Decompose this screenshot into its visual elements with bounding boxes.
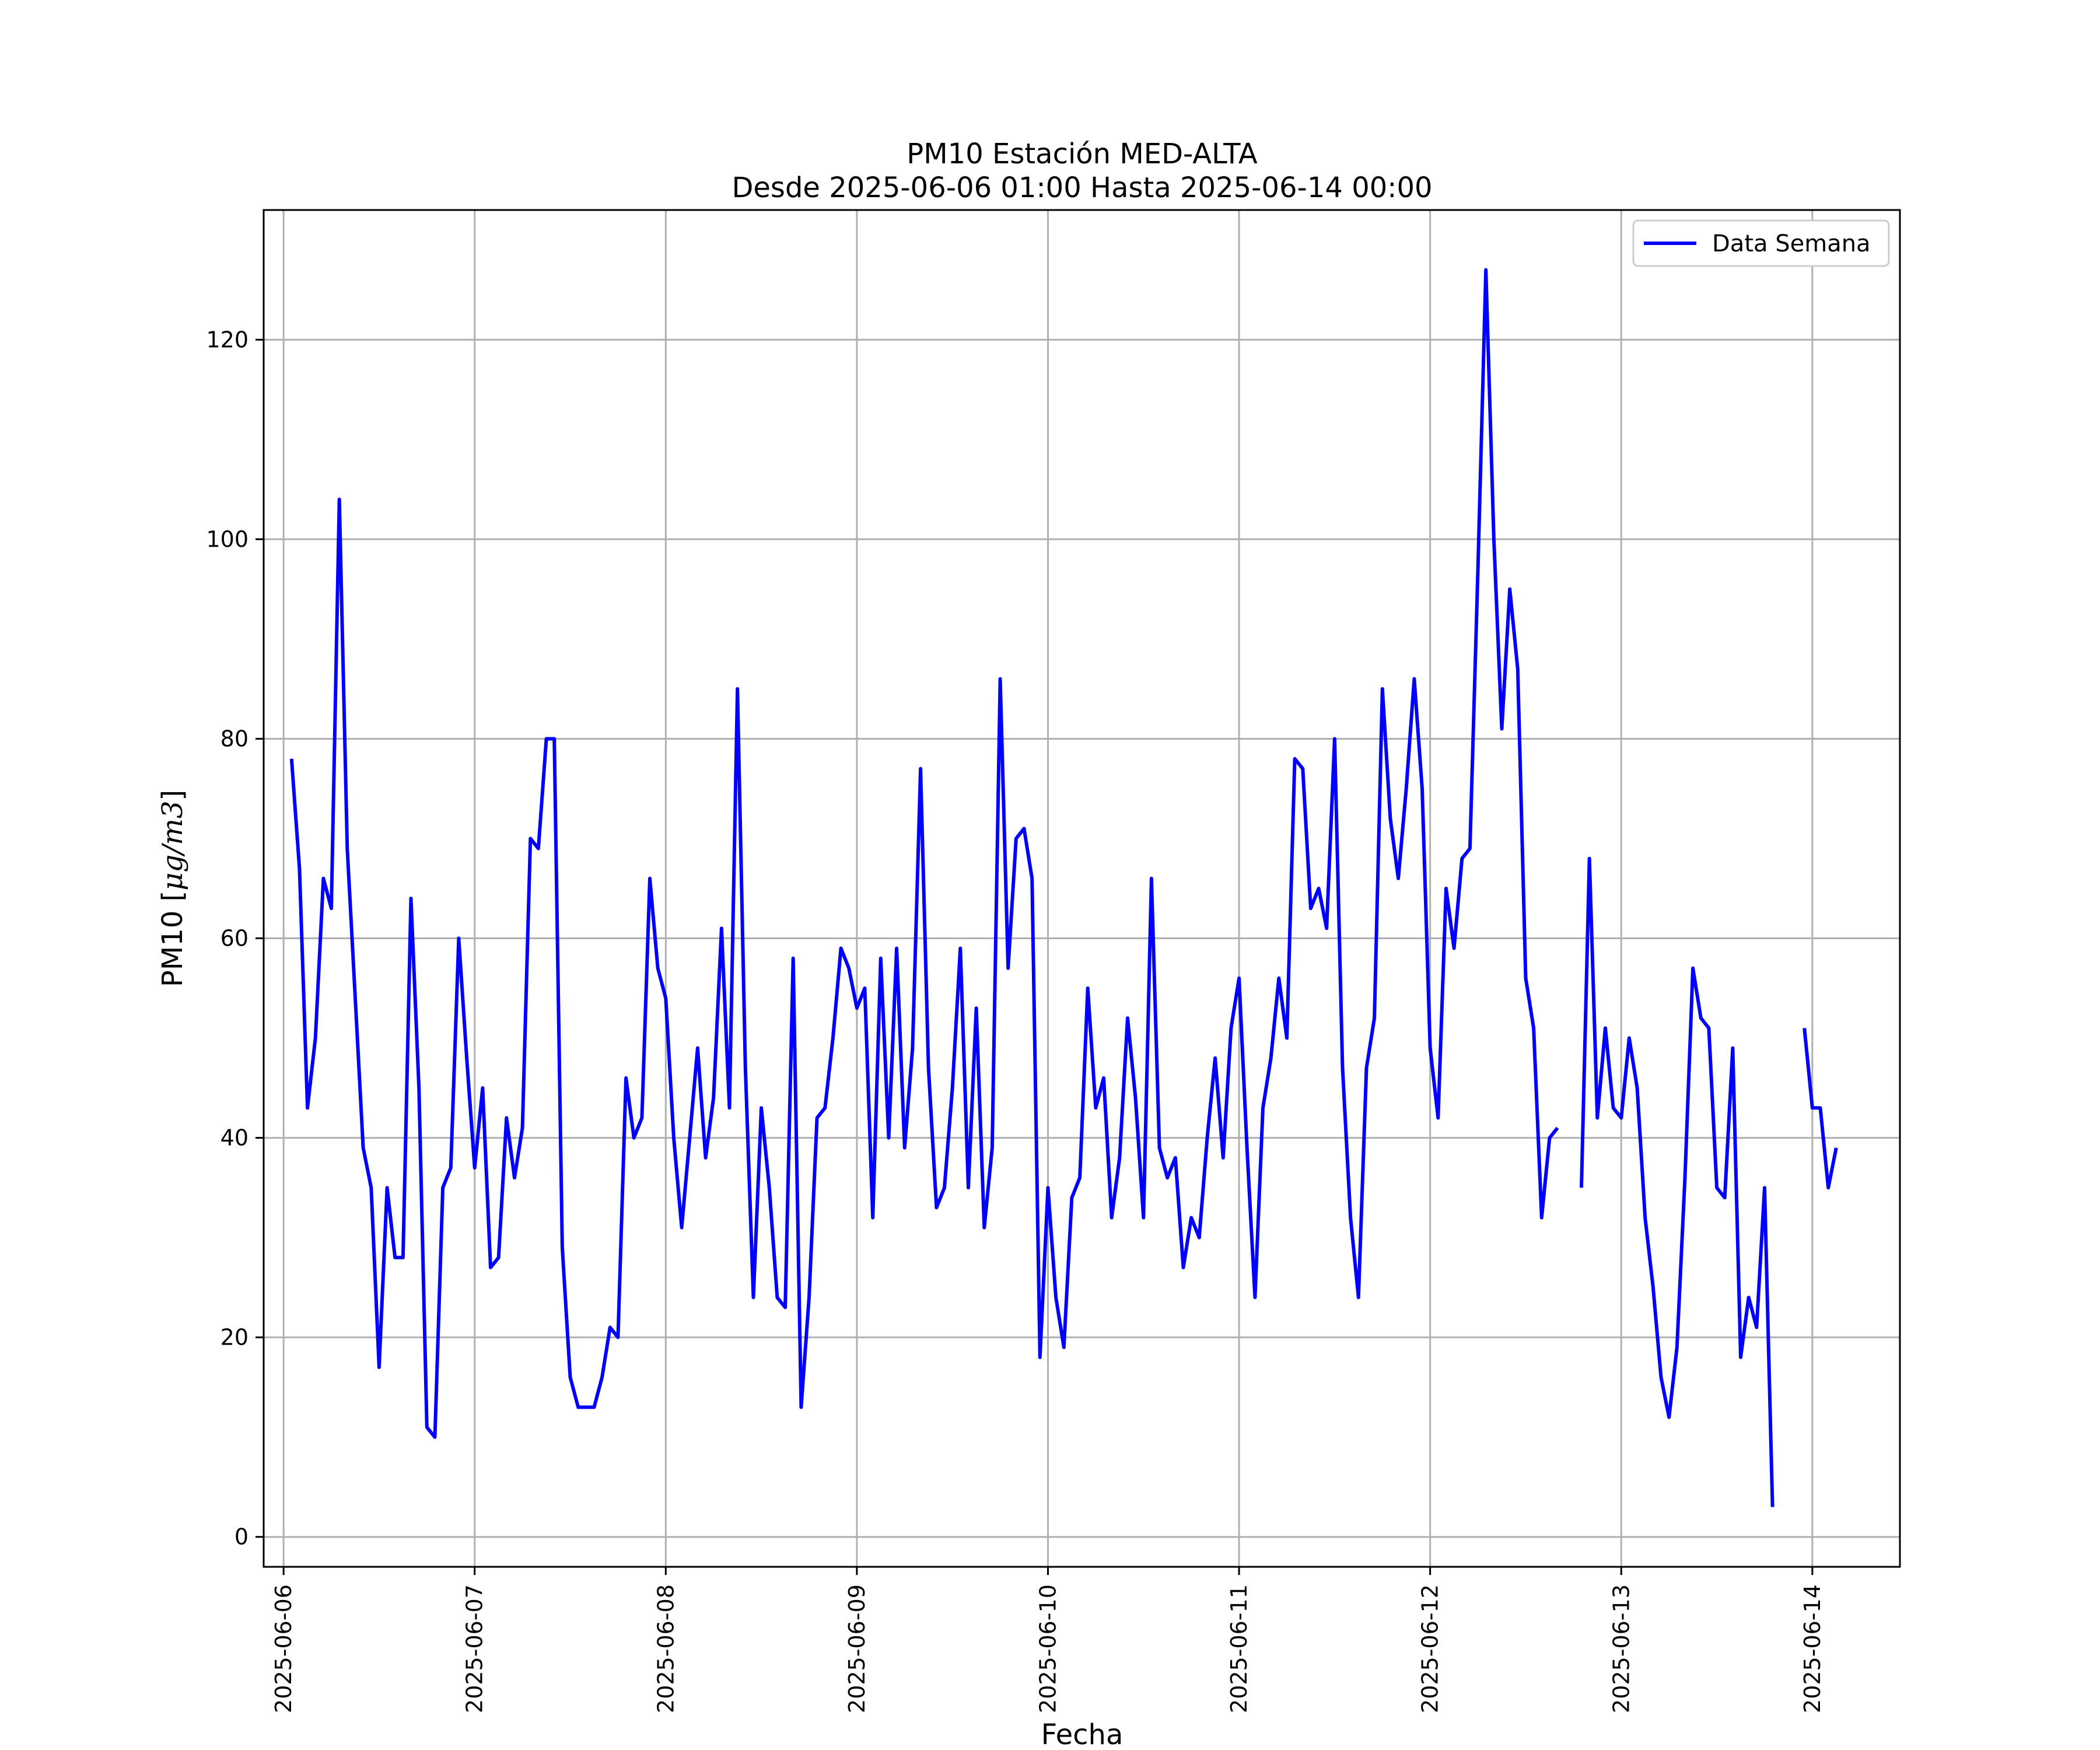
x-tick-label: 2025-06-14 <box>1800 1584 1825 1713</box>
x-axis-ticks: 2025-06-06 2025-06-07 2025-06-08 2025-06-09… <box>271 1567 1825 1713</box>
y-axis-label-units: μg/m3 <box>156 801 189 891</box>
x-tick-label: 2025-06-09 <box>844 1584 870 1713</box>
y-axis-label-prefix: PM10 [ <box>156 891 189 987</box>
legend: Data Semana <box>1632 219 1890 267</box>
chart-title: PM10 Estación MED-ALTA <box>907 138 1258 170</box>
plot-frame <box>262 209 1901 1568</box>
grid-lines <box>264 210 1900 1567</box>
y-axis-label-suffix: ] <box>156 790 189 801</box>
x-tick-label: 2025-06-10 <box>1035 1584 1060 1713</box>
x-tick-label: 2025-06-08 <box>653 1584 678 1713</box>
series-line-data-semana <box>289 268 1559 1439</box>
y-tick-label: 80 <box>220 726 249 751</box>
series-line-data-semana <box>1580 856 1774 1507</box>
x-tick-label: 2025-06-13 <box>1608 1584 1634 1713</box>
y-tick-label: 0 <box>235 1524 249 1550</box>
x-tick-label: 2025-06-11 <box>1226 1584 1252 1713</box>
y-tick-label: 60 <box>220 926 249 951</box>
series-line-data-semana <box>1803 1028 1838 1190</box>
y-axis-label: PM10 [μg/m3] <box>156 790 189 987</box>
chart-subtitle: Desde 2025-06-06 01:00 Hasta 2025-06-14 … <box>732 172 1432 204</box>
x-tick-label: 2025-06-06 <box>271 1584 296 1713</box>
legend-box <box>1632 219 1890 267</box>
x-axis-label: Fecha <box>1041 1718 1124 1750</box>
data-series <box>289 268 1838 1507</box>
y-tick-label: 20 <box>220 1325 249 1350</box>
legend-label-data-semana: Data Semana <box>1712 230 1871 257</box>
x-tick-label: 2025-06-07 <box>462 1584 488 1713</box>
y-tick-label: 120 <box>206 327 249 352</box>
y-tick-label: 40 <box>220 1125 249 1151</box>
y-tick-label: 100 <box>206 526 249 552</box>
x-tick-label: 2025-06-12 <box>1418 1584 1443 1713</box>
y-axis-ticks: 0 20 40 60 80 100 120 <box>206 327 264 1550</box>
